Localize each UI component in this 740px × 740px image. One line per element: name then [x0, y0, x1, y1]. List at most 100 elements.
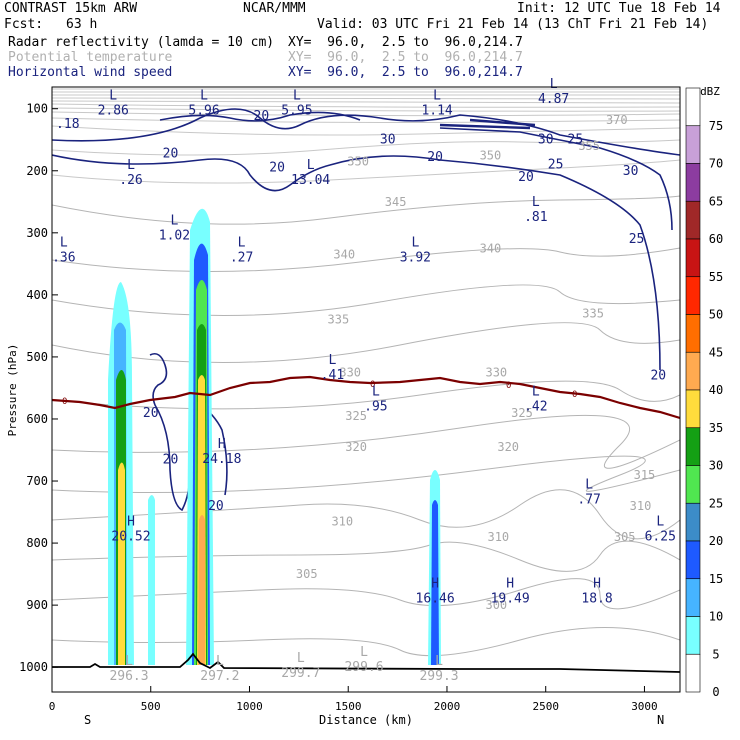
extremum-marker: H [506, 577, 514, 592]
field-name-wind: Horizontal wind speed [8, 65, 173, 80]
field-xy-wind: XY= 96.0, 2.5 to 96.0,214.7 [288, 65, 523, 80]
upper-isentrope-band [52, 88, 680, 184]
colorbar-level: 25 [709, 496, 723, 510]
colorbar-level: 10 [709, 610, 723, 624]
fcst-value: 63 h [66, 17, 98, 32]
x-tick-label: 2000 [434, 700, 461, 713]
theta-contour-label: 340 [480, 241, 502, 255]
freezing-level-label: 0 [572, 390, 577, 400]
theta-contour-label: 340 [333, 248, 355, 262]
extremum-marker: L [656, 515, 664, 530]
extremum-value: 299.6 [344, 660, 383, 675]
extremum-value: .26 [119, 173, 142, 188]
field-name-reflectivity: Radar reflectivity (lamda = 10 cm) [8, 35, 275, 50]
y-tick-label: 800 [26, 536, 48, 550]
theta-contour-label: 325 [511, 406, 533, 420]
extremum-value: 5.96 [188, 103, 219, 118]
wind-contour-label: 20 [163, 452, 179, 467]
theta-contour-label: 345 [385, 195, 407, 209]
colorbar-swatch [685, 578, 701, 617]
y-axis: 100 200 300 400 500 600 700 800 900 1000 [19, 102, 58, 674]
colorbar-swatch [685, 276, 701, 315]
extremum-value: .27 [230, 250, 253, 265]
y-tick-label: 700 [26, 474, 48, 488]
colorbar-swatch [685, 653, 701, 693]
theta-contour-label: 330 [339, 365, 361, 379]
colorbar-level: 50 [709, 308, 723, 322]
colorbar-swatch [685, 314, 701, 353]
y-tick-label: 500 [26, 350, 48, 364]
extremum-value: .81 [524, 210, 547, 225]
y-tick-label: 1000 [19, 660, 48, 674]
lower-isentropes [52, 195, 680, 657]
colorbar-swatch [685, 200, 701, 240]
terrain-line [52, 652, 681, 673]
extremum-value: 18.8 [581, 592, 612, 607]
theta-contour-label: 335 [328, 313, 350, 327]
theta-contour-label: 320 [497, 440, 519, 454]
colorbar-swatch [685, 163, 701, 202]
wind-contour-label: 30 [380, 133, 396, 148]
freezing-level-label: 0 [506, 381, 511, 391]
extremum-marker: L [435, 654, 443, 669]
y-tick-label: 300 [26, 226, 48, 240]
extremum-value: .95 [364, 399, 387, 414]
extremum-marker: L [433, 88, 441, 103]
colorbar-swatch [685, 351, 701, 391]
x-tick-label: 1000 [236, 700, 263, 713]
wind-contour-label: 20 [254, 109, 270, 124]
colorbar-swatch [685, 540, 701, 580]
extremum-marker: H [218, 437, 226, 452]
wind-contour-label: 20 [143, 406, 159, 421]
extremum-marker: L [297, 651, 305, 666]
x-tick-label: 500 [141, 700, 161, 713]
reflectivity-cells [108, 208, 441, 666]
extremum-value: 24.18 [202, 452, 241, 467]
wind-contour-label: 20 [163, 146, 179, 161]
extremum-value: 1.02 [159, 229, 190, 244]
colorbar-level: 5 [712, 647, 719, 661]
colorbar-swatch [685, 125, 701, 164]
colorbar-level: 75 [709, 119, 723, 133]
wind-contour-label: 30 [623, 164, 639, 179]
theta-contour-label: 325 [345, 409, 367, 423]
extremum-value: 13.04 [291, 173, 330, 188]
extremum-marker: L [125, 654, 133, 669]
extremum-marker: H [127, 515, 135, 530]
x-end-north: N [657, 713, 664, 727]
wind-labels: 20 30 30 25 20 20 20 20 25 30 25 20 20 20 20 [143, 109, 666, 514]
theta-labels: 370 355 350 350 345 340 340 335 335 330 330 325 325 3… [296, 113, 655, 612]
extremum-marker: L [200, 88, 208, 103]
cell-yellow-1 [118, 462, 125, 665]
colorbar-swatch [685, 427, 701, 466]
extremum-marker: L [411, 235, 419, 250]
extremum-marker: L [109, 88, 117, 103]
fcst-label: Fcst: [4, 17, 44, 32]
y-tick-label: 400 [26, 288, 48, 302]
extremum-marker: L [372, 384, 380, 399]
colorbar-swatch [685, 465, 701, 504]
x-tick-label: 3000 [631, 700, 658, 713]
y-tick-label: 100 [26, 102, 48, 116]
colorbar-level: 40 [709, 383, 723, 397]
colorbar-level: 70 [709, 157, 723, 171]
theta-contour-label: 315 [634, 468, 656, 482]
center-label: NCAR/MMM [243, 1, 306, 16]
cell-blue-4 [431, 500, 439, 665]
extremum-value: 4.87 [538, 92, 569, 107]
y-axis-title: Pressure (hPa) [6, 344, 19, 437]
field-xy-theta: XY= 96.0, 2.5 to 96.0,214.7 [288, 50, 523, 65]
freezing-level-label: 0 [62, 397, 67, 407]
colorbar-unit: dBZ [700, 85, 720, 98]
plot-background [52, 87, 680, 692]
extremum-marker: L [329, 353, 337, 368]
extrema-labels: L2.86.18L5.96L5.95L1.14L4.87L.26L13.04L.… [52, 77, 676, 684]
theta-contour-label: 310 [630, 499, 652, 513]
extremum-marker: L [360, 645, 368, 660]
y-tick-label: 200 [26, 164, 48, 178]
wind-contours [52, 108, 680, 512]
init-time: Init: 12 UTC Tue 18 Feb 14 [517, 1, 721, 16]
field-name-theta: Potential temperature [8, 50, 173, 65]
colorbar-level: 30 [709, 459, 723, 473]
freezing-level-line: 0 0 0 0 [52, 375, 680, 420]
